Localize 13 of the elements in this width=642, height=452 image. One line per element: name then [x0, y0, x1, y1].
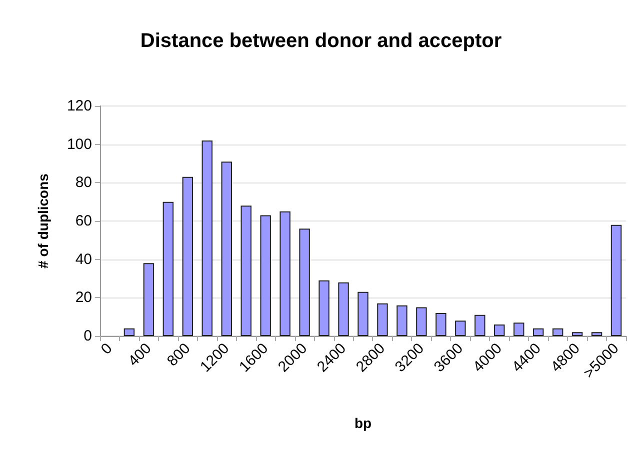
y-tick-label: 40 — [75, 250, 92, 268]
x-tick-label: 0 — [98, 340, 116, 358]
x-tick-label: 800 — [164, 340, 194, 370]
y-tick-label: 20 — [75, 289, 92, 306]
chart-title: Distance between donor and acceptor — [140, 30, 502, 52]
y-tick-label: 60 — [75, 212, 92, 230]
y-tick-label: 120 — [66, 98, 92, 114]
y-tick-label: 0 — [84, 328, 92, 344]
x-axis-title: bp — [354, 415, 372, 431]
y-axis-title: # of duplicons — [35, 173, 51, 268]
y-tick-label: 100 — [66, 136, 92, 153]
y-tick-label: 80 — [75, 174, 92, 192]
x-tick-label: 400 — [125, 340, 155, 370]
